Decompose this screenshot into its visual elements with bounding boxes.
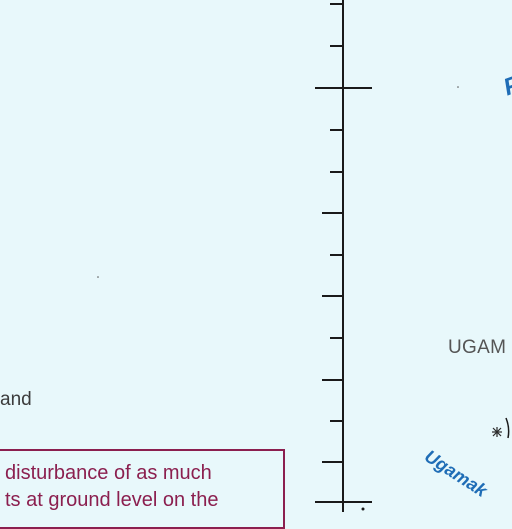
chart-dot xyxy=(457,86,459,88)
warning-note-line-2: ts at ground level on the xyxy=(5,489,219,511)
chart-dot xyxy=(97,276,99,278)
place-label-ugamak-island: UGAM xyxy=(448,337,507,358)
island-dot xyxy=(361,507,365,511)
place-label-partial: and xyxy=(0,389,32,410)
chart-map xyxy=(97,0,510,512)
island-coastline-fragment xyxy=(505,417,510,439)
warning-note-line-1: disturbance of as much xyxy=(5,462,212,484)
rock-symbol-icon xyxy=(492,427,502,437)
meridian-minor-ticks xyxy=(322,3,343,463)
